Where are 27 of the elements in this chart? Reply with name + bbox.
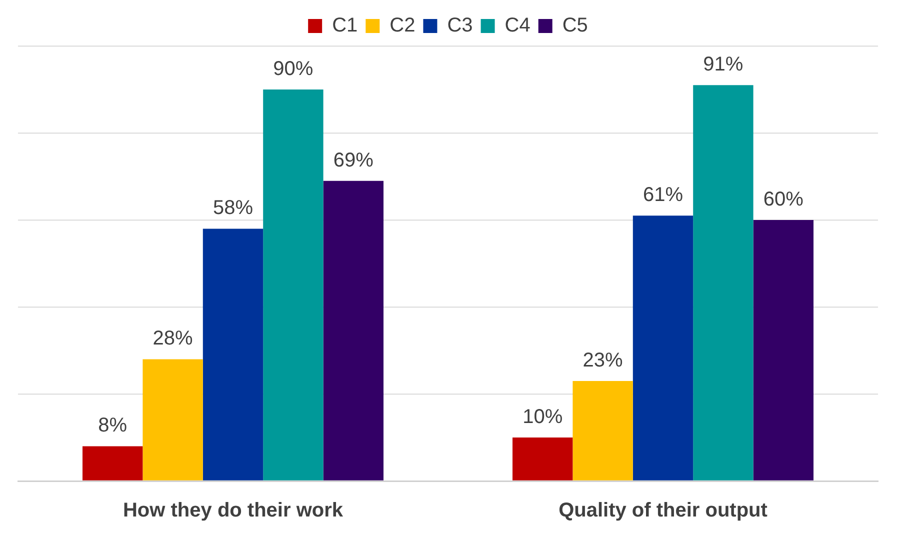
bar <box>202 228 264 480</box>
data-label: 23% <box>582 349 624 372</box>
x-tick-label: Quality of their output <box>558 500 768 522</box>
data-label: 61% <box>642 184 684 206</box>
legend-label: C4 <box>504 14 530 37</box>
bar <box>82 446 143 480</box>
data-label: 58% <box>212 197 254 220</box>
data-label: 69% <box>333 149 374 172</box>
bar <box>753 220 814 480</box>
legend-label: C5 <box>562 14 588 37</box>
bar <box>142 359 203 480</box>
bar <box>323 180 384 480</box>
x-tick-label: How they do their work <box>122 500 344 522</box>
legend-label: C3 <box>447 14 473 37</box>
legend-label: C2 <box>390 14 416 37</box>
data-label: 8% <box>98 414 128 437</box>
bar <box>512 438 573 480</box>
data-label: 10% <box>522 406 563 428</box>
bar <box>263 90 324 480</box>
data-label: 90% <box>273 58 314 80</box>
bar <box>572 380 633 480</box>
bar <box>632 216 694 480</box>
legend-label: C1 <box>332 14 358 37</box>
data-label: 28% <box>152 328 194 350</box>
data-label: 91% <box>703 54 744 76</box>
data-label: 60% <box>763 188 804 211</box>
bar <box>693 85 754 480</box>
